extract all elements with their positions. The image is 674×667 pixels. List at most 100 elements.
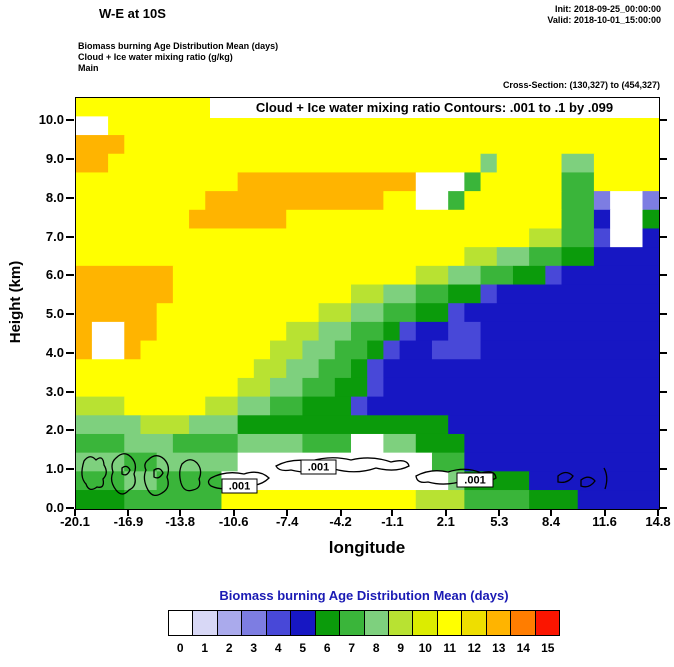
heatmap-cell — [124, 340, 142, 360]
x-tick-label: 8.4 — [542, 514, 561, 529]
x-tick-label: -7.4 — [275, 514, 299, 529]
x-tick-label: -1.1 — [381, 514, 404, 529]
y-tick-mark — [66, 158, 74, 161]
y-tick-mark — [66, 507, 74, 509]
heatmap-cell — [367, 359, 384, 379]
heatmap-cell — [124, 396, 206, 416]
field-descriptions: Biomass burning Age Distribution Mean (d… — [78, 41, 278, 74]
colorbar-value-label: 10 — [418, 641, 432, 655]
heatmap-cell — [529, 490, 579, 509]
x-tick-label: 5.3 — [490, 514, 509, 529]
heatmap-cell — [334, 377, 368, 398]
heatmap-cell — [480, 284, 498, 304]
colorbar-value-label: 2 — [225, 641, 233, 655]
heatmap-cell — [172, 284, 352, 304]
heatmap-cell — [464, 452, 659, 472]
heatmap-cell — [76, 490, 125, 509]
plot-area: .001 .001 .001 Cloud + Ice water mixing ra… — [75, 97, 660, 510]
colorbar-value-label: 9 — [397, 641, 405, 655]
heatmap-cell — [237, 172, 417, 192]
heatmap-cell — [351, 284, 384, 304]
heatmap-field — [76, 98, 659, 509]
cloud-contour-path — [603, 467, 608, 490]
colorbar-value-labels: 0 1 2 3 4 5 6 7 8 9 10 11 12 13 14 15 — [168, 641, 560, 655]
cloud-contour-path — [179, 459, 202, 492]
colorbar-value-label: 3 — [250, 641, 258, 655]
heatmap-cell — [610, 191, 644, 211]
y-tick-label: 9.0 — [45, 151, 64, 167]
y-tick-mark — [659, 274, 667, 277]
heatmap-cell — [270, 340, 304, 360]
heatmap-cell — [76, 359, 255, 379]
y-tick-mark — [66, 274, 74, 277]
heatmap-cell — [351, 433, 384, 454]
heatmap-cell — [399, 340, 433, 360]
heatmap-cell — [561, 191, 595, 211]
contour-label-box — [300, 459, 337, 475]
heatmap-cell — [91, 321, 125, 342]
heatmap-cell — [464, 490, 530, 509]
heatmap-cell — [383, 191, 417, 211]
heatmap-cell — [545, 265, 563, 286]
heatmap-cell — [351, 396, 368, 416]
heatmap-cell — [108, 153, 482, 174]
heatmap-cell — [496, 247, 530, 267]
x-tick-label: -10.6 — [218, 514, 249, 529]
heatmap-cell — [593, 228, 611, 248]
colorbar-cell — [364, 611, 389, 635]
heatmap-cell — [237, 415, 449, 435]
heatmap-cell — [642, 209, 659, 230]
heatmap-cell — [76, 191, 206, 211]
heatmap-cell — [577, 490, 659, 509]
y-tick-mark — [659, 196, 667, 199]
contour-label: .001 — [308, 462, 329, 474]
y-tick-mark — [659, 313, 667, 316]
heatmap-cell — [448, 303, 465, 323]
x-tick-label: 11.6 — [592, 514, 617, 529]
y-tick-mark — [66, 429, 74, 432]
y-tick-label: 4.0 — [45, 344, 64, 360]
x-tick-label: -16.9 — [113, 514, 144, 529]
contour-label-box — [456, 472, 494, 488]
y-tick-mark — [66, 313, 74, 316]
y-tick-mark — [659, 507, 667, 509]
colorbar-cell — [169, 611, 194, 635]
heatmap-cell — [464, 247, 498, 267]
colorbar-value-label: 1 — [201, 641, 209, 655]
colorbar-value-label: 0 — [176, 641, 184, 655]
heatmap-cell — [383, 377, 659, 398]
heatmap-cell — [76, 340, 93, 360]
heatmap-cell — [76, 116, 109, 136]
heatmap-cell — [383, 433, 417, 454]
heatmap-cell — [205, 396, 239, 416]
y-tick-mark — [659, 235, 667, 238]
colorbar-cell — [217, 611, 243, 635]
heatmap-cell — [76, 396, 125, 416]
heatmap-cell — [76, 433, 125, 454]
x-tick-label: 2.1 — [436, 514, 455, 529]
heatmap-cell — [76, 172, 239, 192]
heatmap-cell — [448, 415, 659, 435]
x-tick-label: -13.8 — [165, 514, 196, 529]
y-tick-mark — [659, 351, 667, 354]
heatmap-cell — [415, 303, 449, 323]
heatmap-cell — [124, 135, 659, 155]
heatmap-cell — [610, 209, 644, 230]
heatmap-cell — [189, 415, 239, 435]
y-tick-label: 7.0 — [45, 228, 64, 244]
y-tick-label: 1.0 — [45, 461, 64, 477]
y-tick-mark — [659, 158, 667, 161]
heatmap-cell — [448, 284, 482, 304]
heatmap-cell — [512, 265, 546, 286]
heatmap-cell — [302, 433, 352, 454]
heatmap-cell — [205, 191, 384, 211]
y-tick-label: 8.0 — [45, 189, 64, 205]
colorbar-cell — [315, 611, 341, 635]
y-tick-mark — [659, 429, 667, 432]
colorbar-value-label: 8 — [372, 641, 380, 655]
heatmap-cell — [415, 433, 465, 454]
colorbar-cell — [242, 611, 267, 635]
field-description-3: Main — [78, 63, 99, 73]
heatmap-cell — [302, 377, 336, 398]
heatmap-cell — [351, 303, 384, 323]
